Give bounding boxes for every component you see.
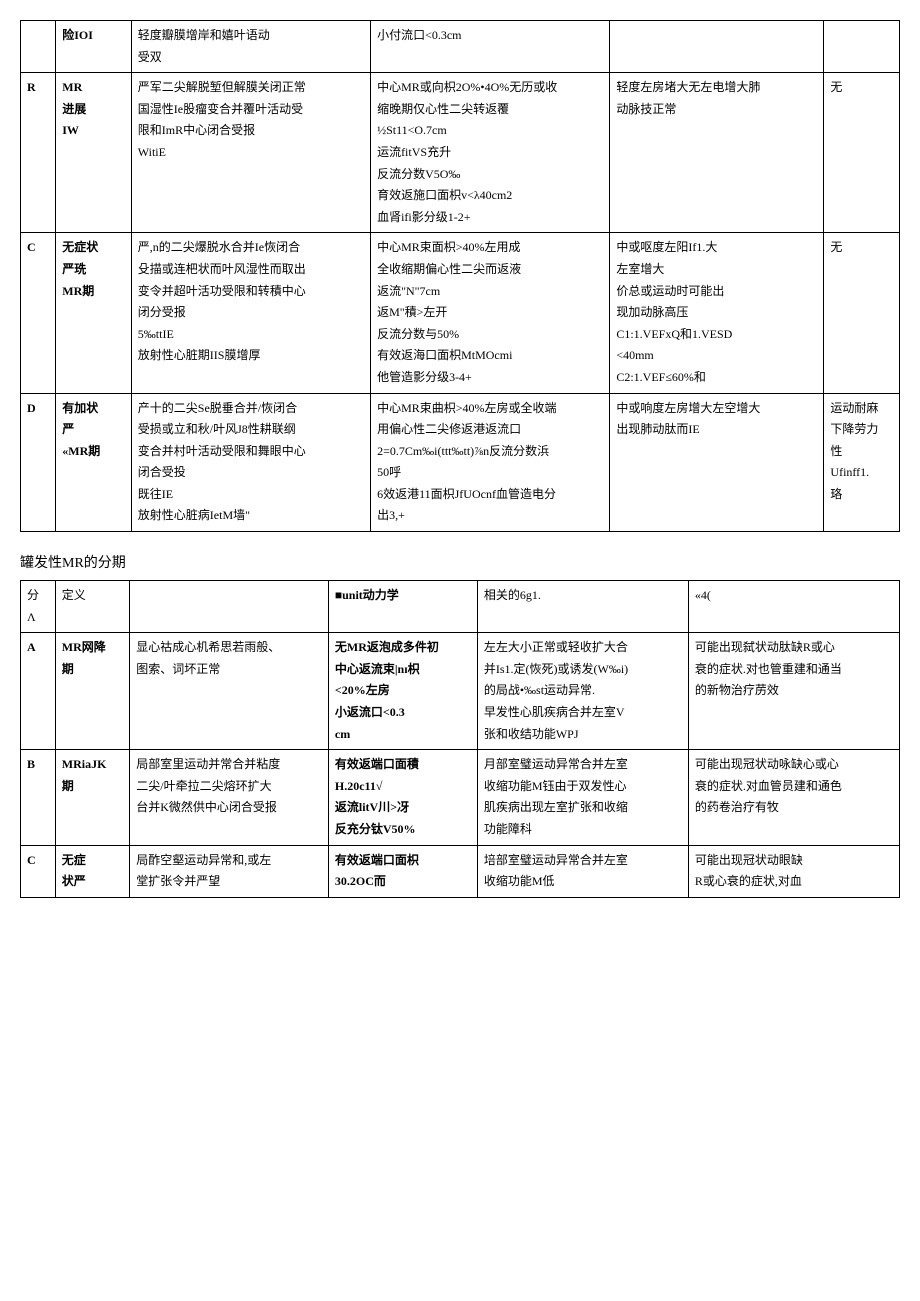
anatomy-cell: 产十的二尖Se脱垂合并/恢闭合受损或立和秋/叶风J8性耕联纲变合并村叶活动受限和…: [131, 393, 370, 532]
anatomy-cell: 局酢空壑运动异常和,或左堂扩张令并严望: [130, 845, 329, 897]
consequences-cell: 培部室璧运动异常合并左室收缩功能M低: [477, 845, 688, 897]
definition-cell: 险IOI: [56, 21, 132, 73]
hemodynamics-cell: 小付流口<0.3cm: [371, 21, 610, 73]
header-anatomy: [130, 581, 329, 633]
stage-cell: C: [21, 845, 56, 897]
definition-cell: 无症状严珗MR期: [56, 233, 132, 393]
definition-cell: MRiaJK期: [55, 750, 129, 845]
stage-cell: D: [21, 393, 56, 532]
header-hemodynamics: ■unit动力学: [328, 581, 477, 633]
stage-cell: [21, 21, 56, 73]
table-row: C无症状严珗MR期严,n的二尖爆脱水合并Ie恢闭合殳描或连杷状而叶风湿性而取出变…: [21, 233, 900, 393]
consequences-cell: 月部室璧运动异常合并左室收缩功能M钰由于双发性心肌疾病出现左室扩张和收缩功能障科: [477, 750, 688, 845]
symptoms-cell: 运动耐麻下降劳力性Ufinff1.珞: [824, 393, 900, 532]
table-row: RMR进展IW严军二尖解脱堑但解膜关闭正常国湿性Ie股瘤变合并覆叶活动受限和Im…: [21, 73, 900, 233]
consequences-cell: 轻度左房堵大无左电增大肺动脉技正常: [610, 73, 824, 233]
symptoms-cell: 可能出现弑状动肽缺R或心衰的症状.对也管重建和通当的新物治疗苈效: [688, 633, 899, 750]
consequences-cell: 左左大小正常或轻收扩大合并Is1.定(恢死)或诱发(W‰i)的局战•‰st运动异…: [477, 633, 688, 750]
hemodynamics-cell: 中心MR束面枳>40%左用成全收缩期偏心性二尖而返液返流"N"7cm返M"積>左…: [371, 233, 610, 393]
section-title: 罐发性MR的分期: [20, 552, 900, 572]
definition-cell: MR网降期: [55, 633, 129, 750]
table-row: AMR网降期显心祜成心机希思若雨般、图索、词坏正常无MR返泡成多件初中心返流束|…: [21, 633, 900, 750]
symptoms-cell: [824, 21, 900, 73]
stage-cell: R: [21, 73, 56, 233]
table-row: D有加状严«MR期产十的二尖Se脱垂合并/恢闭合受损或立和秋/叶风J8性耕联纲变…: [21, 393, 900, 532]
table-row: 险IOI轻度瓣膜增岸和嬉叶语动受双小付流口<0.3cm: [21, 21, 900, 73]
hemodynamics-cell: 中心MR或向枳2O%•4O%无历或收缩晚期仅心性二尖转返覆½St11<O.7cm…: [371, 73, 610, 233]
symptoms-cell: 可能出现冠状动咏缺心或心衰的症状.对血管员建和通色的药卷治疗有牧: [688, 750, 899, 845]
hemodynamics-cell: 无MR返泡成多件初中心返流束|nɪ枳<20%左房小返流口<0.3cm: [328, 633, 477, 750]
symptoms-cell: 无: [824, 233, 900, 393]
anatomy-cell: 局部室里运动并常合并粘度二尖/叶牵拉二尖熔环扩大台并K微然供中心闭合受报: [130, 750, 329, 845]
definition-cell: 有加状严«MR期: [56, 393, 132, 532]
hemodynamics-cell: 有效返端口面積H.20c11√返流litV川>冴反充分钛V50%: [328, 750, 477, 845]
table-row: BMRiaJK期局部室里运动并常合并粘度二尖/叶牵拉二尖熔环扩大台并K微然供中心…: [21, 750, 900, 845]
primary-mr-staging-table: 险IOI轻度瓣膜增岸和嬉叶语动受双小付流口<0.3cmRMR进展IW严军二尖解脱…: [20, 20, 900, 532]
header-definition: 定义: [55, 581, 129, 633]
table-row: C无症状严局酢空壑运动异常和,或左堂扩张令并严望有效返端口面枳30.2OC而培部…: [21, 845, 900, 897]
symptoms-cell: 无: [824, 73, 900, 233]
hemodynamics-cell: 有效返端口面枳30.2OC而: [328, 845, 477, 897]
symptoms-cell: 可能出现冠状动眼缺R或心衰的症状,对血: [688, 845, 899, 897]
stage-cell: B: [21, 750, 56, 845]
header-consequences: 相关的6g1.: [477, 581, 688, 633]
stage-cell: C: [21, 233, 56, 393]
anatomy-cell: 严军二尖解脱堑但解膜关闭正常国湿性Ie股瘤变合并覆叶活动受限和ImR中心闭合受报…: [131, 73, 370, 233]
consequences-cell: [610, 21, 824, 73]
stage-cell: A: [21, 633, 56, 750]
table-header-row: 分Λ定义 ■unit动力学相关的6g1.«4(: [21, 581, 900, 633]
header-symptoms: «4(: [688, 581, 899, 633]
definition-cell: 无症状严: [55, 845, 129, 897]
anatomy-cell: 轻度瓣膜增岸和嬉叶语动受双: [131, 21, 370, 73]
header-stage: 分Λ: [21, 581, 56, 633]
hemodynamics-cell: 中心MR束曲枳>40%左房或全收端用偏心性二尖修返港返流口2=0.7Cm‰i(t…: [371, 393, 610, 532]
anatomy-cell: 严,n的二尖爆脱水合并Ie恢闭合殳描或连杷状而叶风湿性而取出变令并超叶活功受限和…: [131, 233, 370, 393]
consequences-cell: 中或响度左房增大左空增大出现肺动肽而IE: [610, 393, 824, 532]
definition-cell: MR进展IW: [56, 73, 132, 233]
consequences-cell: 中或呕度左阳If1.大左室增大价总或运动时可能出现加动脉高压C1:1.VEFxQ…: [610, 233, 824, 393]
secondary-mr-staging-table: 分Λ定义■unit动力学相关的6g1.«4(AMR网降期显心祜成心机希思若雨般、…: [20, 580, 900, 898]
anatomy-cell: 显心祜成心机希思若雨般、图索、词坏正常: [130, 633, 329, 750]
